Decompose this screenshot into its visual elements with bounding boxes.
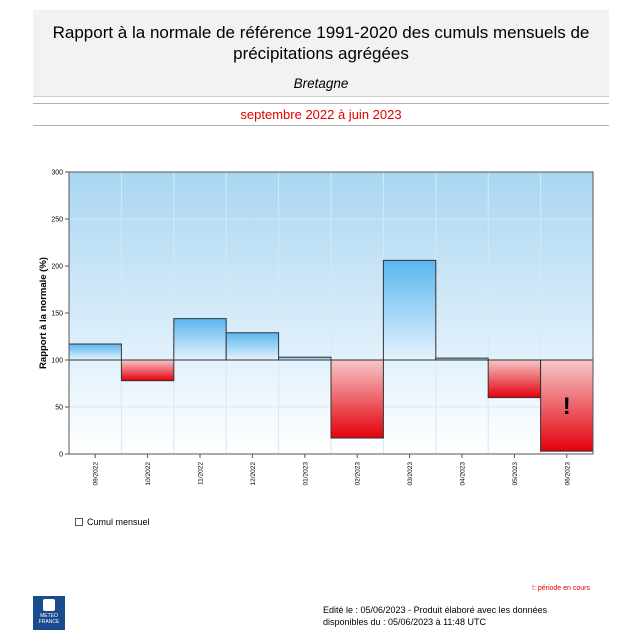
footer-line2: disponibles du : 05/06/2023 à 11:48 UTC bbox=[323, 617, 486, 627]
y-tick-label: 150 bbox=[51, 311, 63, 318]
bar bbox=[225, 332, 280, 361]
bar bbox=[68, 343, 122, 361]
x-tick-label: 10/2022 bbox=[145, 462, 152, 486]
bar bbox=[487, 359, 542, 399]
y-tick-label: 50 bbox=[55, 405, 63, 412]
x-tick-label: 02/2023 bbox=[355, 462, 362, 486]
logo-line2: FRANCE bbox=[38, 619, 60, 625]
x-tick-label: 11/2022 bbox=[198, 462, 205, 485]
bar bbox=[173, 318, 227, 361]
divider-top bbox=[33, 103, 609, 104]
footer-line1: Edité le : 05/06/2023 - Produit élaboré … bbox=[323, 605, 548, 615]
region-subtitle: Bretagne bbox=[293, 76, 349, 91]
legend-swatch bbox=[75, 518, 83, 526]
chart-title-line2: précipitations agrégées bbox=[233, 44, 409, 63]
legend: Cumul mensuel bbox=[75, 517, 150, 527]
chart-title: Rapport à la normale de référence 1991-2… bbox=[33, 22, 609, 64]
bar bbox=[330, 359, 384, 439]
y-tick-label: 100 bbox=[51, 358, 63, 365]
logo-line1: METEO bbox=[40, 613, 58, 619]
chart-title-line1: Rapport à la normale de référence 1991-2… bbox=[52, 23, 590, 42]
y-tick-label: 0 bbox=[59, 452, 63, 459]
logo-mark-icon bbox=[43, 599, 55, 611]
period-label: septembre 2022 à juin 2023 bbox=[240, 107, 402, 122]
footer-text: Edité le : 05/06/2023 - Produit élaboré … bbox=[323, 604, 547, 628]
bar bbox=[382, 259, 437, 361]
title-panel: Rapport à la normale de référence 1991-2… bbox=[33, 10, 609, 97]
x-tick-label: 01/2023 bbox=[302, 462, 309, 486]
legend-label: Cumul mensuel bbox=[87, 517, 150, 527]
in-progress-note: !: période en cours bbox=[532, 585, 590, 592]
divider-bottom bbox=[33, 125, 609, 126]
y-tick-label: 200 bbox=[51, 264, 63, 271]
x-tick-label: 03/2023 bbox=[407, 462, 414, 486]
bar bbox=[120, 359, 175, 382]
meteo-france-logo: METEO FRANCE bbox=[33, 596, 65, 630]
y-tick-label: 250 bbox=[51, 217, 63, 224]
in-progress-marker: ! bbox=[563, 393, 571, 420]
y-axis-label: Rapport à la normale (%) bbox=[38, 257, 49, 369]
x-tick-label: 05/2023 bbox=[512, 462, 519, 486]
x-tick-label: 06/2023 bbox=[564, 462, 571, 486]
y-tick-label: 300 bbox=[51, 170, 63, 177]
x-tick-label: 12/2022 bbox=[250, 462, 257, 486]
x-tick-label: 09/2022 bbox=[93, 462, 100, 486]
x-tick-label: 04/2023 bbox=[460, 462, 467, 486]
